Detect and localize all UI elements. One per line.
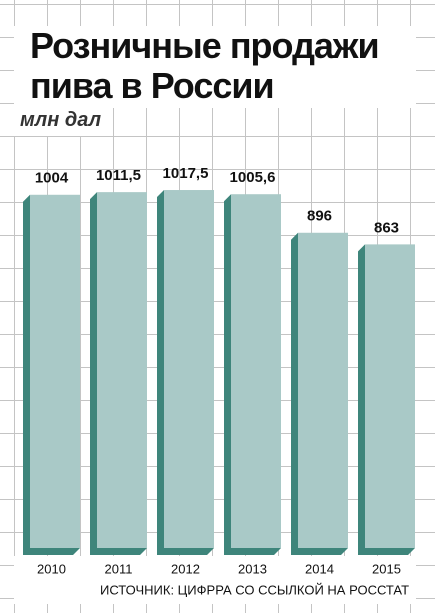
bar bbox=[164, 190, 214, 548]
x-tick-label: 2014 bbox=[305, 561, 334, 576]
value-label: 896 bbox=[307, 208, 332, 225]
footer-box bbox=[14, 556, 416, 604]
bar-side bbox=[90, 192, 147, 555]
bar-side bbox=[291, 232, 348, 555]
chart-title: Розничные продажи пива в России bbox=[30, 25, 380, 106]
x-tick-label: 2010 bbox=[37, 561, 66, 576]
x-tick-label: 2015 bbox=[372, 561, 401, 576]
source-note: ИСТОЧНИК: ЦИФРРА СО ССЫЛКОЙ НА РОССТАТ bbox=[100, 582, 409, 597]
x-tick-label: 2012 bbox=[171, 561, 200, 576]
bar-side bbox=[224, 194, 281, 555]
value-label: 1005,6 bbox=[230, 169, 276, 186]
subtitle-box bbox=[14, 108, 104, 136]
bar bbox=[365, 244, 415, 548]
bar bbox=[298, 232, 348, 548]
bar bbox=[30, 194, 80, 549]
value-label: 863 bbox=[374, 219, 399, 236]
bar-side bbox=[23, 194, 80, 556]
x-tick-label: 2013 bbox=[238, 561, 267, 576]
value-label: 1011,5 bbox=[96, 167, 141, 184]
bar bbox=[97, 192, 147, 548]
title-box bbox=[14, 26, 416, 108]
bar bbox=[231, 194, 281, 548]
x-tick-label: 2011 bbox=[105, 561, 133, 576]
bar-side bbox=[358, 244, 415, 555]
chart-subtitle: млн дал bbox=[20, 109, 102, 131]
bar-side bbox=[157, 190, 214, 555]
value-label: 1017,5 bbox=[163, 165, 209, 182]
value-label: 1004 bbox=[35, 170, 69, 187]
